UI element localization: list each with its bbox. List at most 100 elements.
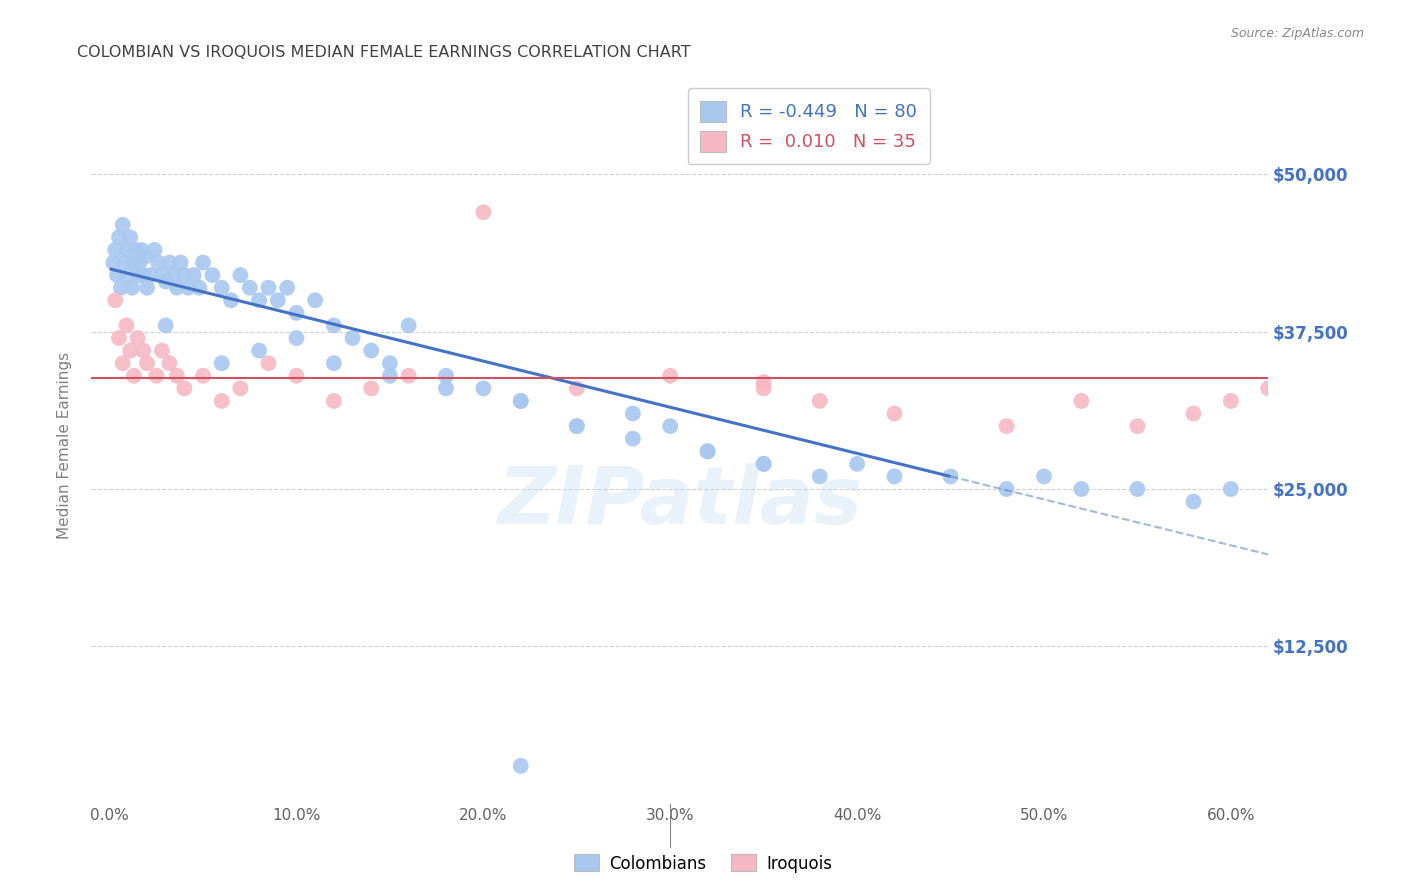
- Point: [188, 281, 211, 295]
- Point: [125, 243, 148, 257]
- Point: [360, 343, 382, 358]
- Point: [120, 343, 142, 358]
- Point: [398, 318, 420, 333]
- Point: [145, 368, 167, 383]
- Point: [360, 381, 382, 395]
- Point: [229, 268, 252, 282]
- Point: [173, 381, 195, 395]
- Point: [173, 268, 195, 282]
- Point: [211, 356, 233, 370]
- Point: [752, 381, 775, 395]
- Point: [105, 268, 128, 282]
- Point: [139, 268, 162, 282]
- Point: [995, 419, 1018, 434]
- Point: [565, 381, 588, 395]
- Point: [995, 482, 1018, 496]
- Point: [239, 281, 262, 295]
- Point: [108, 230, 131, 244]
- Point: [565, 419, 588, 434]
- Point: [472, 205, 495, 219]
- Point: [322, 318, 344, 333]
- Point: [808, 469, 831, 483]
- Point: [111, 356, 134, 370]
- Point: [378, 368, 401, 383]
- Point: [157, 356, 180, 370]
- Point: [696, 444, 718, 458]
- Point: [1257, 381, 1279, 395]
- Point: [565, 419, 588, 434]
- Point: [211, 281, 233, 295]
- Y-axis label: Median Female Earnings: Median Female Earnings: [58, 351, 72, 539]
- Point: [1070, 393, 1092, 408]
- Point: [110, 281, 132, 295]
- Point: [883, 407, 905, 421]
- Point: [211, 393, 233, 408]
- Point: [247, 293, 270, 308]
- Point: [752, 457, 775, 471]
- Point: [162, 268, 184, 282]
- Point: [1219, 393, 1241, 408]
- Point: [166, 368, 188, 383]
- Legend: Colombians, Iroquois: Colombians, Iroquois: [567, 847, 839, 880]
- Point: [155, 318, 177, 333]
- Point: [143, 243, 166, 257]
- Point: [472, 381, 495, 395]
- Point: [103, 255, 125, 269]
- Text: Source: ZipAtlas.com: Source: ZipAtlas.com: [1230, 27, 1364, 40]
- Point: [285, 368, 308, 383]
- Point: [122, 368, 145, 383]
- Point: [150, 268, 173, 282]
- Point: [659, 368, 682, 383]
- Point: [131, 243, 153, 257]
- Point: [378, 356, 401, 370]
- Point: [1182, 494, 1205, 508]
- Point: [136, 281, 159, 295]
- Point: [108, 331, 131, 345]
- Point: [285, 306, 308, 320]
- Text: ZIPatlas: ZIPatlas: [498, 463, 862, 541]
- Point: [621, 432, 644, 446]
- Point: [696, 444, 718, 458]
- Point: [322, 356, 344, 370]
- Point: [1182, 407, 1205, 421]
- Point: [1126, 482, 1149, 496]
- Text: COLOMBIAN VS IROQUOIS MEDIAN FEMALE EARNINGS CORRELATION CHART: COLOMBIAN VS IROQUOIS MEDIAN FEMALE EARN…: [77, 45, 690, 60]
- Point: [136, 356, 159, 370]
- Point: [104, 293, 127, 308]
- Point: [509, 393, 531, 408]
- Point: [132, 343, 155, 358]
- Point: [114, 255, 136, 269]
- Point: [276, 281, 298, 295]
- Point: [115, 243, 138, 257]
- Point: [115, 318, 138, 333]
- Point: [191, 255, 214, 269]
- Point: [177, 281, 200, 295]
- Point: [285, 331, 308, 345]
- Point: [183, 268, 205, 282]
- Point: [134, 249, 156, 263]
- Point: [1126, 419, 1149, 434]
- Point: [247, 343, 270, 358]
- Point: [808, 393, 831, 408]
- Point: [1033, 469, 1056, 483]
- Point: [150, 343, 173, 358]
- Point: [219, 293, 242, 308]
- Point: [342, 331, 364, 345]
- Point: [148, 255, 170, 269]
- Point: [120, 230, 142, 244]
- Point: [267, 293, 290, 308]
- Point: [659, 419, 682, 434]
- Point: [1219, 482, 1241, 496]
- Point: [122, 255, 145, 269]
- Point: [1070, 482, 1092, 496]
- Point: [322, 393, 344, 408]
- Point: [104, 243, 127, 257]
- Point: [229, 381, 252, 395]
- Point: [257, 356, 280, 370]
- Point: [127, 331, 149, 345]
- Point: [883, 469, 905, 483]
- Point: [752, 457, 775, 471]
- Point: [121, 281, 143, 295]
- Point: [127, 268, 149, 282]
- Point: [398, 368, 420, 383]
